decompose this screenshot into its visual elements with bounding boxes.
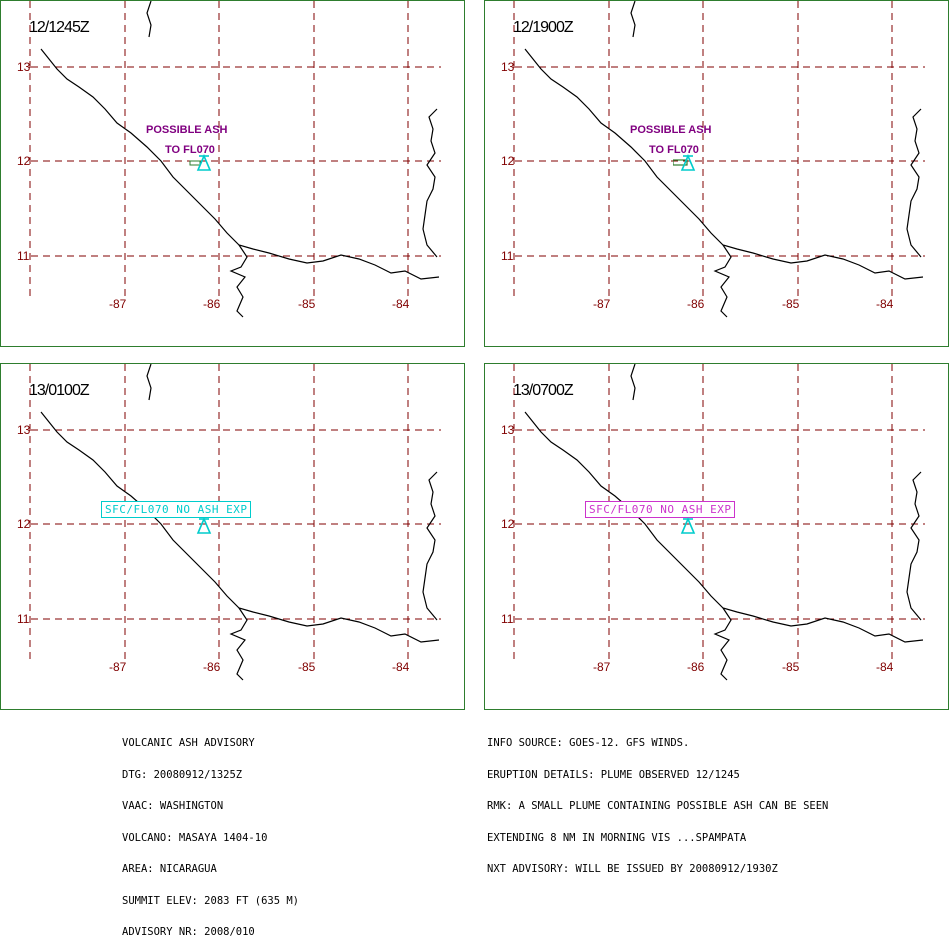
volcano-icon <box>673 153 696 171</box>
lat-label: 11 <box>17 249 30 263</box>
lon-label: -87 <box>109 297 127 311</box>
panel-timestamp: 12/1900Z <box>513 19 574 36</box>
lon-label: -84 <box>876 660 894 674</box>
grid-lines <box>29 1 441 301</box>
lon-label: -84 <box>876 297 894 311</box>
lon-label: -85 <box>782 660 800 674</box>
info-line: EXTENDING 8 NM IN MORNING VIS ...SPAMPAT… <box>487 831 747 844</box>
ash-label-line1: POSSIBLE ASH <box>146 124 228 136</box>
advisory-header-text: VOLCANIC ASH ADVISORY DTG: 20080912/1325… <box>122 717 299 948</box>
ash-label-line1: POSSIBLE ASH <box>630 124 712 136</box>
lon-label: -85 <box>782 297 800 311</box>
advisory-info-text: INFO SOURCE: GOES-12. GFS WINDS. ERUPTIO… <box>487 717 828 885</box>
map-panel-2: 12/1900Z 13 12 11 -87 -86 -85 -84 POSSIB… <box>484 0 949 347</box>
lat-label: 13 <box>17 423 31 437</box>
grid-lines <box>29 364 441 664</box>
no-ash-box-label: SFC/FL070 NO ASH EXP <box>101 501 252 518</box>
lon-label: -86 <box>203 297 221 311</box>
lon-label: -85 <box>298 660 316 674</box>
lat-label: 11 <box>17 612 30 626</box>
info-line: RMK: A SMALL PLUME CONTAINING POSSIBLE A… <box>487 800 829 812</box>
advisory-line: VAAC: WASHINGTON <box>122 800 224 812</box>
lat-label: 12 <box>17 154 31 168</box>
volcano-icon <box>196 516 212 534</box>
advisory-line: DTG: 20080912/1325Z <box>122 768 243 781</box>
lon-label: -87 <box>593 297 611 311</box>
grid-lines <box>513 1 925 301</box>
map-panel-1: 12/1245Z 13 12 11 -87 -86 -85 -84 POSSIB… <box>0 0 465 347</box>
map-canvas <box>29 1 441 318</box>
lon-label: -86 <box>687 660 705 674</box>
lon-label: -87 <box>593 660 611 674</box>
info-line: INFO SOURCE: GOES-12. GFS WINDS. <box>487 737 690 749</box>
lat-label: 11 <box>501 612 514 626</box>
volcano-icon <box>189 153 212 171</box>
advisory-line: AREA: NICARAGUA <box>122 863 217 875</box>
info-line: ERUPTION DETAILS: PLUME OBSERVED 12/1245 <box>487 768 740 781</box>
lon-label: -84 <box>392 297 410 311</box>
lat-label: 12 <box>501 154 515 168</box>
map-panel-4: 13/0700Z 13 12 11 -87 -86 -85 -84 SFC/FL… <box>484 363 949 710</box>
map-canvas <box>29 364 441 681</box>
lat-label: 13 <box>501 60 515 74</box>
lon-label: -85 <box>298 297 316 311</box>
coastline <box>524 1 924 318</box>
lat-label: 12 <box>17 517 31 531</box>
no-ash-box-label: SFC/FL070 NO ASH EXP <box>585 501 736 518</box>
coastline <box>40 1 440 318</box>
panel-timestamp: 13/0100Z <box>29 382 90 399</box>
ash-label-line2: TO FL070 <box>165 144 215 156</box>
map-canvas <box>513 1 925 318</box>
lat-label: 13 <box>501 423 515 437</box>
lon-label: -86 <box>203 660 221 674</box>
panel-timestamp: 13/0700Z <box>513 382 574 399</box>
map-panel-3: 13/0100Z 13 12 11 -87 -86 -85 -84 SFC/FL… <box>0 363 465 710</box>
lon-label: -86 <box>687 297 705 311</box>
lat-label: 12 <box>501 517 515 531</box>
panel-timestamp: 12/1245Z <box>29 19 90 36</box>
volcano-icon <box>680 516 696 534</box>
info-line: NXT ADVISORY: WILL BE ISSUED BY 20080912… <box>487 863 778 875</box>
ash-label-line2: TO FL070 <box>649 144 699 156</box>
coastline <box>40 364 440 681</box>
lon-label: -87 <box>109 660 127 674</box>
advisory-line: VOLCANO: MASAYA 1404-10 <box>122 831 268 844</box>
advisory-line: VOLCANIC ASH ADVISORY <box>122 737 255 749</box>
map-canvas <box>513 364 925 681</box>
lat-label: 11 <box>501 249 514 263</box>
advisory-line: ADVISORY NR: 2008/010 <box>122 926 255 938</box>
lat-label: 13 <box>17 60 31 74</box>
lon-label: -84 <box>392 660 410 674</box>
advisory-line: SUMMIT ELEV: 2083 FT (635 M) <box>122 894 300 907</box>
coastline <box>524 364 924 681</box>
